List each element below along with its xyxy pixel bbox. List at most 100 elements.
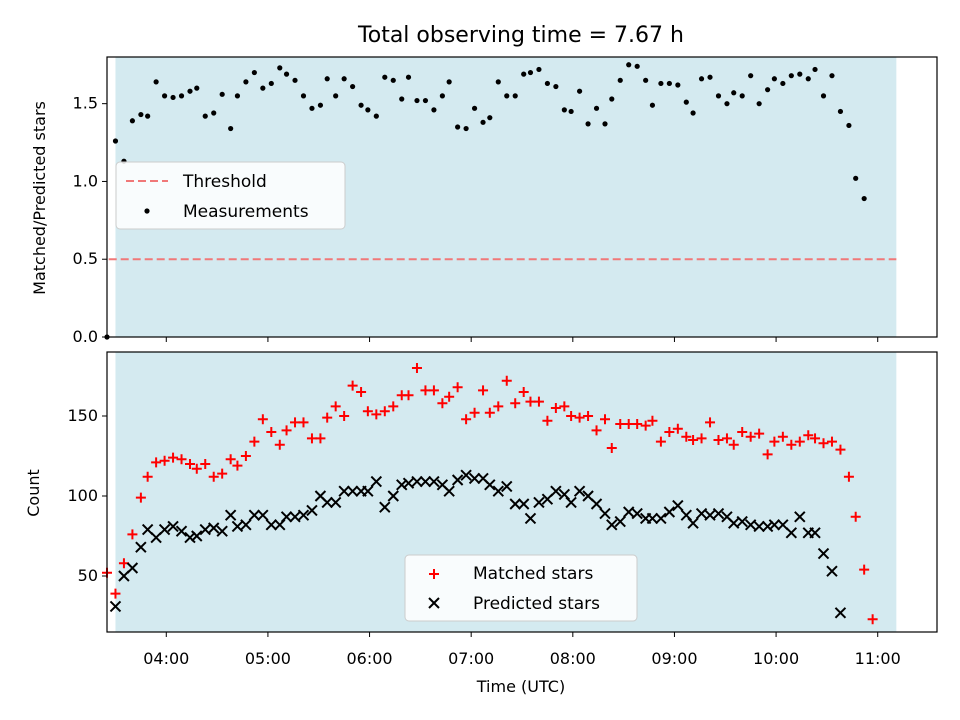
data-point [731,90,737,96]
matched-star-point [249,436,260,447]
data-point [853,175,859,181]
predicted-star-point [712,507,725,520]
predicted-star-point [565,496,577,509]
data-point [690,110,696,116]
predicted-star-point [379,501,391,513]
predicted-star-point [216,525,228,537]
data-point [341,76,347,82]
matched-star-point [664,427,675,437]
predicted-star-point [663,506,676,518]
data-point [829,73,835,79]
predicted-star-point [338,485,350,497]
matched-star-point [518,387,529,397]
matched-star-point [867,614,878,625]
predicted-star-point [687,517,699,529]
data-point [666,80,672,87]
matched-star-point [444,391,455,402]
data-point [228,125,234,132]
predicted-star-point [623,506,635,518]
matched-star-point [583,411,594,421]
predicted-star-point [704,509,716,521]
data-point [112,138,119,144]
predicted-star-point [614,515,626,528]
predicted-star-point [208,522,220,534]
matched-star-point [777,431,788,442]
predicted-star-point [785,527,798,539]
data-point [373,113,379,119]
predicted-star-point [184,531,196,544]
matched-star-point [484,407,495,418]
data-point [634,63,640,69]
data-point [504,93,510,99]
predicted-star-point [550,485,562,497]
matched-star-point [859,564,870,575]
data-point [544,80,551,87]
data-point [846,122,852,129]
data-point [292,77,298,83]
data-point [471,105,478,111]
matched-star-point [159,455,170,466]
data-point [683,99,689,105]
data-point [837,108,844,115]
predicted-star-point [460,469,472,481]
predicted-star-point [744,519,757,531]
top-y-axis-label: Matched/Predicted stars [30,101,49,295]
predicted-star-point [484,479,496,491]
matched-star-point [403,390,414,401]
matched-star-point [266,427,277,437]
predicted-star-point [509,498,521,510]
data-point [234,93,241,99]
data-point [439,93,445,99]
y-tick-label: 150 [67,406,98,425]
data-point [521,71,527,77]
data-point [480,119,486,125]
matched-star-point [803,430,814,441]
matched-star-point [315,433,326,444]
data-point [333,93,339,99]
matched-star-point [754,428,765,439]
matched-star-point [493,401,504,412]
predicted-star-point [224,509,237,521]
matched-star-point [428,385,439,396]
matched-star-point [339,411,350,421]
legend-measurements-label: Measurements [183,202,309,222]
data-point [715,93,722,99]
data-point [553,83,559,90]
predicted-star-point [517,498,530,510]
matched-star-point [632,419,643,429]
matched-star-point [185,459,195,469]
matched-star-point [550,403,561,413]
matched-star-point [672,423,683,434]
predicted-star-point [411,475,423,488]
matched-star-point [388,401,399,412]
matched-star-point [501,375,512,386]
top-axes-frame [106,56,938,338]
matched-star-point [721,433,732,444]
matched-star-point [176,454,187,465]
predicted-star-point [524,512,537,525]
predicted-star-point [817,547,830,560]
data-point [309,105,315,111]
data-point [145,113,151,119]
data-point [527,69,534,76]
predicted-star-point [753,520,765,533]
data-point [643,77,649,83]
data-point [324,76,330,82]
data-point [568,108,574,115]
matched-star-point [810,433,821,444]
matched-star-point [850,511,861,522]
predicted-star-point [265,519,278,531]
matched-star-point [330,401,341,412]
matched-star-point [843,471,854,482]
matched-star-point [362,406,373,417]
top-legend: Threshold Measurements [115,161,346,230]
data-point [211,110,217,116]
predicted-star-point [231,520,244,533]
predicted-star-point [175,525,188,537]
data-point [390,77,396,83]
predicted-star-point [501,480,513,493]
matched-star-point [737,427,748,437]
matched-star-point [469,407,480,418]
predicted-star-point [419,475,432,488]
x-tick-label: 10:00 [753,649,799,668]
